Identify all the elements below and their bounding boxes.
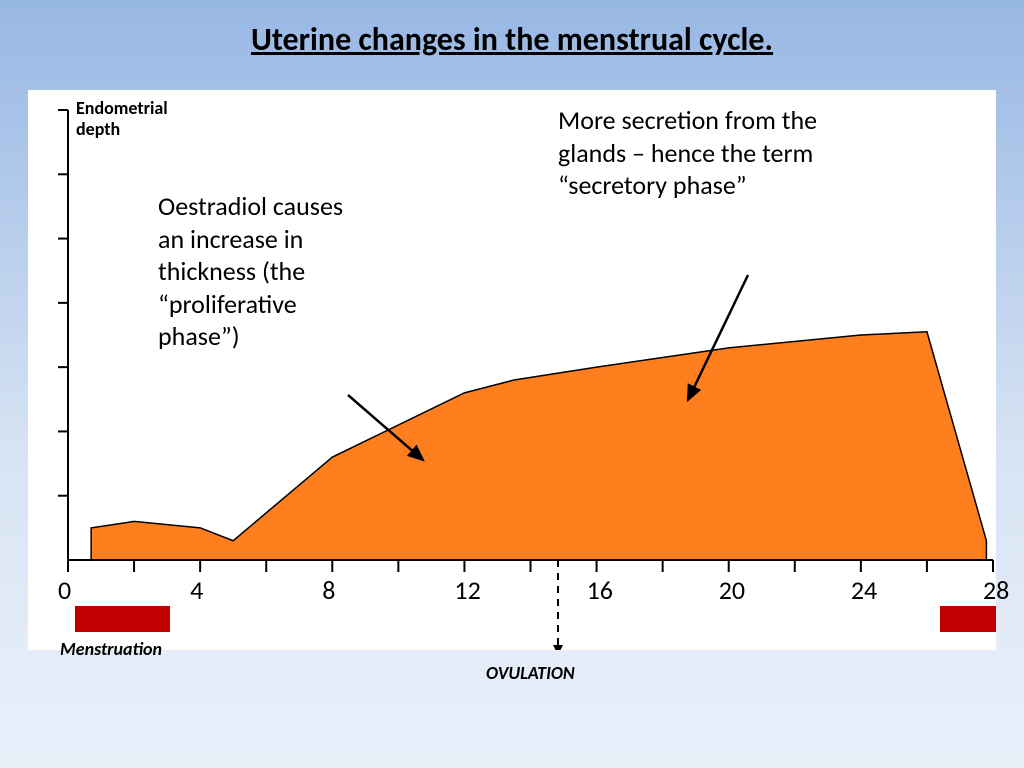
ovulation-label: OVULATION	[486, 662, 575, 684]
menstruation-box-start	[75, 606, 170, 632]
annotation-proliferative: Oestradiol causes an increase in thickne…	[158, 190, 368, 353]
x-tick-label: 0	[58, 574, 71, 606]
menstruation-box-end	[940, 606, 996, 632]
x-tick-label: 16	[587, 574, 613, 606]
x-tick-label: 8	[322, 574, 335, 606]
menstruation-label: Menstruation	[60, 638, 162, 660]
page-title: Uterine changes in the menstrual cycle.	[0, 0, 1024, 59]
x-tick-label: 20	[719, 574, 745, 606]
chart-panel: Endometrialdepth Oestradiol causes an in…	[28, 90, 996, 650]
annotation-secretory: More secretion from the glands – hence t…	[558, 104, 868, 202]
y-axis-label: Endometrialdepth	[76, 98, 168, 139]
x-tick-label: 12	[454, 574, 480, 606]
x-tick-label: 28	[983, 574, 1009, 606]
x-tick-label: 4	[190, 574, 203, 606]
x-tick-label: 24	[851, 574, 877, 606]
